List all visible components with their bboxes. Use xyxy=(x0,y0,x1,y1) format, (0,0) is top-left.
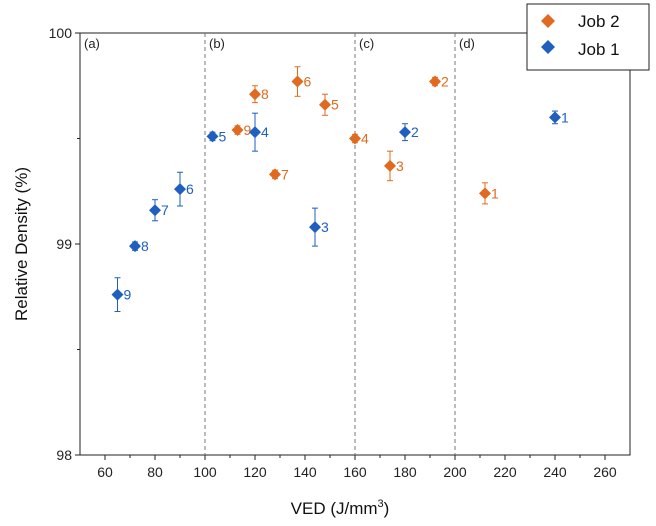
x-tick-label: 100 xyxy=(193,464,217,480)
diamond-marker xyxy=(309,221,321,234)
diamond-marker xyxy=(549,111,561,124)
data-point: 2 xyxy=(399,123,419,142)
x-tick-label: 220 xyxy=(493,464,517,480)
y-tick-label: 100 xyxy=(49,25,73,41)
x-tick-label: 80 xyxy=(147,464,163,480)
diamond-marker xyxy=(429,75,441,88)
diamond-marker xyxy=(111,288,124,301)
diamond-marker xyxy=(206,130,219,143)
diamond-marker xyxy=(291,75,304,88)
x-tick-label: 240 xyxy=(543,464,567,480)
diamond-marker xyxy=(149,204,161,217)
point-label: 3 xyxy=(396,158,404,174)
data-point: 1 xyxy=(549,109,569,125)
diamond-marker xyxy=(399,126,411,139)
point-label: 3 xyxy=(321,219,329,235)
x-axis: 60 80 100 120 140 160 180 200 220 240 260 xyxy=(97,455,617,480)
point-label: 1 xyxy=(491,185,499,201)
x-tick-label: 160 xyxy=(343,464,367,480)
x-axis-title: VED (J/mm3) xyxy=(291,498,390,518)
y-tick-label: 98 xyxy=(56,447,72,463)
region-label: (d) xyxy=(459,36,475,51)
data-point: 9 xyxy=(111,277,132,313)
point-label: 8 xyxy=(141,238,149,254)
point-label: 4 xyxy=(361,131,369,147)
y-axis: 98 99 100 xyxy=(49,25,80,463)
region-label: (c) xyxy=(359,36,374,51)
data-point: 6 xyxy=(174,171,194,207)
data-point: 2 xyxy=(429,74,449,90)
diamond-marker xyxy=(319,98,331,111)
point-label: 4 xyxy=(261,124,269,140)
point-label: 1 xyxy=(561,109,569,125)
data-point: 8 xyxy=(249,85,269,104)
point-label: 7 xyxy=(161,202,169,218)
data-point: 4 xyxy=(249,112,269,152)
x-tick-label: 260 xyxy=(593,464,617,480)
data-point: 3 xyxy=(309,207,329,247)
point-label: 5 xyxy=(219,128,227,144)
diamond-marker xyxy=(129,240,141,253)
point-label: 9 xyxy=(244,122,252,138)
y-tick-label: 99 xyxy=(56,236,72,252)
diamond-marker xyxy=(479,187,491,200)
diamond-marker xyxy=(231,124,244,137)
data-point: 9 xyxy=(231,122,252,138)
x-tick-label: 60 xyxy=(97,464,113,480)
point-label: 7 xyxy=(281,166,289,182)
region-labels: (a) (b) (c) (d) xyxy=(84,36,475,51)
diamond-marker xyxy=(349,132,361,145)
legend-label-job-2: Job 2 xyxy=(578,12,620,31)
data-point: 1 xyxy=(479,182,499,205)
data-point: 5 xyxy=(319,93,339,116)
point-label: 9 xyxy=(124,287,132,303)
y-axis-title: Relative Density (%) xyxy=(12,167,31,321)
point-label: 5 xyxy=(331,97,339,113)
point-label: 2 xyxy=(441,74,449,90)
region-label: (a) xyxy=(84,36,100,51)
data-point: 8 xyxy=(129,238,149,254)
x-tick-label: 180 xyxy=(393,464,417,480)
diamond-marker xyxy=(174,183,186,196)
point-label: 6 xyxy=(304,74,312,90)
legend: Job 2 Job 1 xyxy=(526,3,650,71)
diamond-marker xyxy=(249,88,261,101)
data-point: 4 xyxy=(349,131,369,147)
point-label: 2 xyxy=(411,124,419,140)
data-points: 1 2 3 4 5 6 7 8 9 1 2 3 4 5 6 7 8 9 xyxy=(111,66,569,313)
data-point: 6 xyxy=(291,66,312,97)
diamond-marker xyxy=(384,159,396,172)
legend-marker-job-1 xyxy=(541,40,555,54)
point-label: 8 xyxy=(261,86,269,102)
x-tick-label: 120 xyxy=(243,464,267,480)
x-tick-label: 200 xyxy=(443,464,467,480)
x-tick-label: 140 xyxy=(293,464,317,480)
legend-label-job-1: Job 1 xyxy=(578,40,620,59)
region-label: (b) xyxy=(209,36,225,51)
diamond-marker xyxy=(269,168,281,181)
data-point: 5 xyxy=(206,128,227,144)
legend-marker-job-2 xyxy=(541,14,555,28)
region-divider-lines xyxy=(204,33,456,455)
data-point: 7 xyxy=(269,166,289,182)
diamond-marker xyxy=(249,126,261,139)
point-label: 6 xyxy=(186,181,194,197)
data-point: 3 xyxy=(384,150,404,182)
data-point: 7 xyxy=(149,199,169,222)
